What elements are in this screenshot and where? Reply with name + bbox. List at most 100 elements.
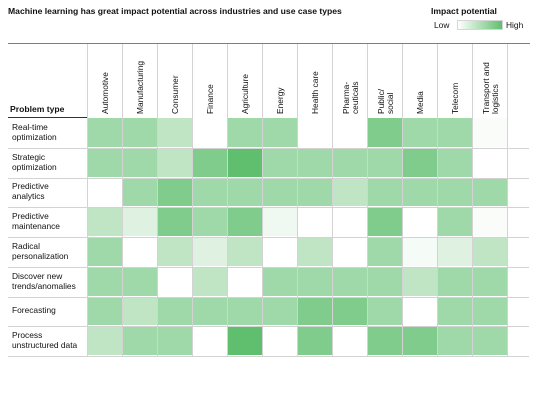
heatmap-cell <box>123 147 158 178</box>
heatmap-cell <box>193 266 228 297</box>
heatmap-cell <box>473 118 508 148</box>
heatmap-cell <box>263 326 298 356</box>
heatmap-cell <box>228 237 263 267</box>
row-label-line: analytics <box>12 191 45 202</box>
heatmap-cell <box>368 266 403 297</box>
heatmap-cell <box>298 147 333 178</box>
heatmap-cell <box>403 177 438 208</box>
column-label: Public/social <box>376 89 395 114</box>
row-label: Predictive maintenance <box>12 211 60 231</box>
column-divider <box>262 44 263 357</box>
legend-title: Impact potential <box>431 6 497 16</box>
heatmap-cell <box>193 147 228 178</box>
column-label: Health care <box>310 71 320 114</box>
column-label-line: social <box>384 92 395 114</box>
heatmap-cell <box>263 147 298 178</box>
row-label-line: trends/anomalies <box>12 280 76 291</box>
heatmap-cell <box>123 177 158 208</box>
column-label-line: Agriculture <box>240 73 250 114</box>
row-divider <box>8 147 529 149</box>
heatmap-cell <box>473 296 508 327</box>
heatmap-cell <box>333 177 368 208</box>
heatmap-cell <box>473 147 508 178</box>
heatmap-cell <box>228 207 263 237</box>
column-divider <box>192 44 193 357</box>
heatmap-cell <box>123 207 158 237</box>
heatmap-cell <box>123 326 158 356</box>
row-header-divider <box>8 117 87 118</box>
heatmap-cell <box>438 177 473 208</box>
heatmap-cell <box>123 237 158 267</box>
heatmap-cell <box>333 147 368 178</box>
heatmap-cell <box>158 266 193 297</box>
heatmap-cell <box>473 237 508 267</box>
row-label: Discover new trends/anomalies <box>12 271 76 291</box>
heatmap-cell <box>228 147 263 178</box>
heatmap-cell <box>333 237 368 267</box>
legend-low-label: Low <box>434 20 450 30</box>
heatmap-cell <box>403 207 438 237</box>
heatmap-cell <box>333 118 368 148</box>
column-divider <box>367 44 368 357</box>
heatmap-cell <box>123 266 158 297</box>
row-label-line: optimization <box>12 131 57 142</box>
column-label-line: Media <box>415 91 425 114</box>
row-label: Predictive analytics <box>12 181 49 201</box>
heatmap-cell <box>403 296 438 327</box>
heatmap-cell <box>403 266 438 297</box>
column-label-line: Energy <box>275 87 285 114</box>
heatmap-cell <box>228 326 263 356</box>
heatmap-cell <box>193 207 228 237</box>
heatmap-cell <box>298 326 333 356</box>
row-divider <box>8 237 529 238</box>
row-label: Forecasting <box>12 305 56 315</box>
heatmap-cell <box>193 237 228 267</box>
heatmap-cell <box>88 296 123 327</box>
heatmap-cell <box>333 266 368 297</box>
heatmap-cell <box>438 207 473 237</box>
heatmap-cell <box>263 177 298 208</box>
heatmap-cell <box>403 326 438 356</box>
heatmap-cell <box>88 147 123 178</box>
column-label-line: ceuticals <box>349 81 360 114</box>
heatmap-cell <box>263 207 298 237</box>
row-label-line: Real-time <box>12 121 48 132</box>
row-label: Real-time optimization <box>12 122 57 142</box>
row-label-line: maintenance <box>12 221 60 232</box>
heatmap-cell <box>88 266 123 297</box>
legend-high-label: High <box>506 20 524 30</box>
heatmap-cell <box>438 237 473 267</box>
column-divider <box>437 44 438 357</box>
heatmap-cell <box>88 237 123 267</box>
heatmap-cell <box>368 177 403 208</box>
column-label-line: Consumer <box>170 75 180 114</box>
column-label: Automotive <box>100 72 110 114</box>
heatmap-cell <box>403 147 438 178</box>
heatmap-cell <box>228 177 263 208</box>
heatmap-cell <box>193 326 228 356</box>
column-label: Pharma-ceuticals <box>341 81 360 114</box>
column-label-line: Automotive <box>100 72 110 114</box>
row-label-line: optimization <box>12 161 57 172</box>
heatmap-cell <box>473 207 508 237</box>
heatmap-cell <box>298 118 333 148</box>
heatmap-cell <box>158 326 193 356</box>
heatmap-cell <box>298 207 333 237</box>
heatmap-cell <box>263 266 298 297</box>
column-divider <box>122 44 123 357</box>
heatmap-cell <box>123 118 158 148</box>
heatmap-cell <box>158 207 193 237</box>
heatmap-cell <box>438 266 473 297</box>
heatmap-cell <box>158 177 193 208</box>
column-label: Manufacturing <box>135 61 145 114</box>
column-divider <box>297 44 298 357</box>
row-label-line: Process <box>12 330 43 341</box>
column-label: Media <box>415 91 425 114</box>
column-label: Energy <box>275 87 285 114</box>
column-divider <box>402 44 403 357</box>
column-divider <box>472 44 473 357</box>
row-divider <box>8 266 529 268</box>
row-label-line: Predictive <box>12 181 49 192</box>
heatmap-cell <box>298 177 333 208</box>
heatmap-cell <box>333 296 368 327</box>
